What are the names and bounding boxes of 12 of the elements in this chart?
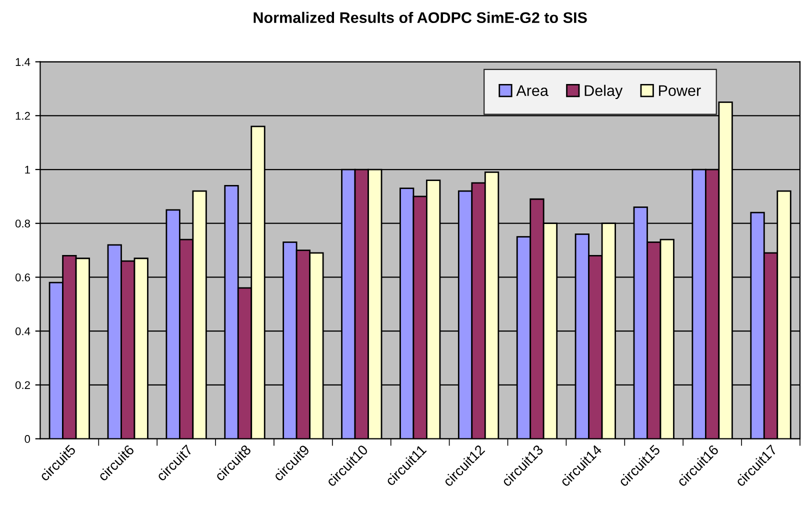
y-tick-label: 0.2	[15, 381, 30, 390]
y-tick-label: 1	[25, 166, 30, 174]
chart-title: Normalized Results of AODPC SimE-G2 to SIS	[254, 12, 587, 24]
y-tick-label: 0.6	[15, 273, 30, 282]
y-tick-label: 1.2	[16, 112, 30, 120]
y-tick-label: 1.4	[16, 58, 30, 66]
y-tick-label: 0	[24, 435, 30, 443]
y-tick-label: 0.4	[15, 327, 30, 336]
legend-label: Power	[659, 85, 701, 96]
y-tick-label: 0.8	[15, 220, 30, 228]
legend-label: Area	[516, 85, 548, 96]
legend-label: Delay	[584, 84, 623, 100]
